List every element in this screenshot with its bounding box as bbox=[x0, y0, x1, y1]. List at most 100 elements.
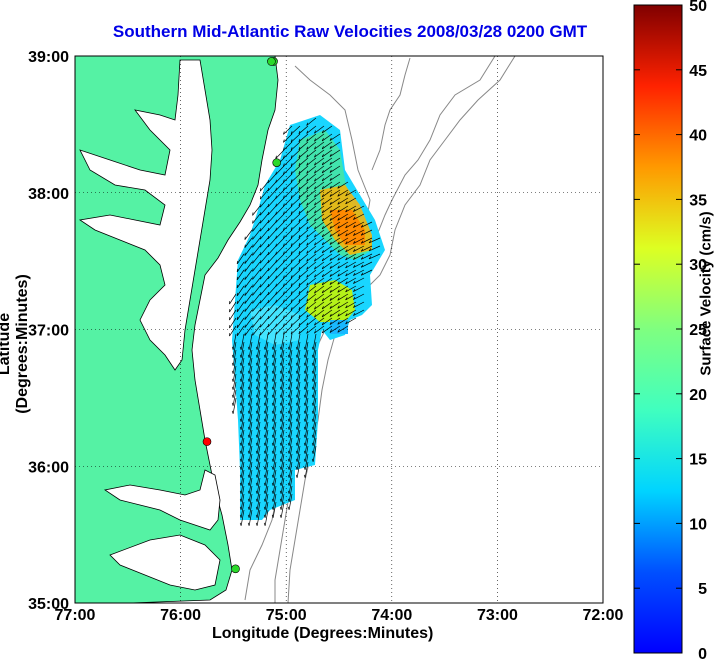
velocity-arrow bbox=[252, 325, 261, 336]
velocity-arrow-head bbox=[263, 466, 266, 470]
velocity-arrow bbox=[272, 477, 277, 494]
velocity-arrow-head bbox=[231, 370, 234, 374]
velocity-arrow bbox=[353, 205, 365, 212]
velocity-arrow bbox=[306, 189, 317, 198]
velocity-arrow-head bbox=[283, 291, 285, 295]
chesapeake-bay bbox=[78, 59, 221, 591]
velocity-arrow bbox=[321, 181, 333, 190]
velocity-arrow-head bbox=[252, 292, 254, 296]
velocity-arrow bbox=[236, 277, 245, 289]
velocity-arrow bbox=[252, 221, 261, 232]
velocity-arrow-head bbox=[295, 450, 298, 454]
velocity-arrow bbox=[272, 365, 277, 382]
velocity-arrow bbox=[229, 293, 237, 305]
velocity-arrow bbox=[240, 421, 245, 438]
velocity-arrow bbox=[244, 309, 253, 320]
velocity-arrow bbox=[306, 309, 317, 318]
velocity-arrow-head bbox=[311, 370, 314, 374]
velocity-arrow-head bbox=[259, 188, 262, 192]
velocity-arrow-head bbox=[337, 201, 340, 205]
velocity-arrow bbox=[288, 389, 293, 406]
velocity-arrow bbox=[306, 157, 317, 166]
velocity-arrow bbox=[267, 205, 277, 216]
velocity-arrow bbox=[280, 349, 285, 366]
velocity-arrow bbox=[329, 253, 341, 261]
colorbar-tick-label: 25 bbox=[689, 322, 707, 339]
velocity-arrow bbox=[248, 397, 253, 414]
velocity-arrow bbox=[368, 237, 381, 244]
colorbar-ticks: 0 5 10 15 20 25 30 35 40 45 50 bbox=[634, 0, 707, 659]
velocity-arrow-head bbox=[303, 394, 306, 398]
velocity-arrow bbox=[345, 277, 357, 285]
velocity-arrow bbox=[232, 389, 237, 406]
velocity-arrow-head bbox=[290, 131, 293, 135]
velocity-arrow bbox=[264, 437, 269, 454]
velocity-arrow bbox=[321, 149, 333, 158]
velocity-arrow bbox=[232, 397, 237, 414]
velocity-arrow-head bbox=[298, 322, 301, 326]
velocity-arrow bbox=[252, 229, 261, 240]
velocity-arrow-head bbox=[329, 233, 332, 237]
velocity-arrow-head bbox=[239, 482, 242, 486]
velocity-arrow-head bbox=[279, 418, 282, 422]
velocity-arrow bbox=[321, 237, 333, 246]
velocity-arrow bbox=[368, 253, 381, 260]
velocity-arrow-head bbox=[314, 250, 316, 254]
velocity-arrow bbox=[361, 245, 373, 252]
velocity-arrow bbox=[314, 261, 325, 270]
velocity-arrow bbox=[361, 269, 373, 276]
velocity-arrow bbox=[288, 453, 293, 470]
velocity-arrow-head bbox=[279, 442, 282, 446]
velocity-arrow-head bbox=[360, 256, 364, 260]
velocity-arrow-head bbox=[247, 362, 250, 366]
velocity-arrow bbox=[306, 165, 317, 174]
velocity-arrow-head bbox=[298, 130, 301, 134]
velocity-arrow bbox=[280, 445, 285, 462]
velocity-arrow bbox=[248, 405, 253, 422]
velocity-arrow-head bbox=[263, 458, 266, 462]
velocity-arrow-head bbox=[290, 147, 293, 151]
velocity-arrow-head bbox=[255, 354, 258, 358]
velocity-arrow-head bbox=[329, 297, 332, 301]
velocity-arrow-head bbox=[247, 458, 250, 462]
velocity-arrow bbox=[329, 221, 341, 229]
velocity-arrow bbox=[275, 301, 285, 311]
velocity-arrow bbox=[321, 269, 333, 278]
velocity-arrow bbox=[264, 381, 269, 398]
colorbar bbox=[633, 4, 683, 654]
velocity-arrow-head bbox=[321, 242, 324, 246]
velocity-arrows bbox=[229, 117, 381, 526]
velocity-arrow bbox=[290, 285, 301, 295]
velocity-arrow bbox=[312, 341, 317, 358]
velocity-arrow-head bbox=[255, 522, 258, 526]
velocity-arrow bbox=[272, 413, 277, 430]
velocity-arrow bbox=[304, 357, 309, 374]
velocity-arrow-head bbox=[259, 300, 262, 304]
colorbar-tick-label: 10 bbox=[689, 516, 707, 533]
velocity-arrow bbox=[298, 261, 309, 271]
velocity-arrow bbox=[232, 341, 237, 358]
velocity-arrow-head bbox=[303, 418, 306, 422]
velocity-arrow bbox=[267, 309, 277, 320]
velocity-arrow-head bbox=[311, 410, 314, 414]
velocity-arrow bbox=[312, 437, 317, 454]
velocity-arrow-head bbox=[239, 466, 242, 470]
velocity-arrow-head bbox=[290, 331, 293, 335]
velocity-arrow bbox=[283, 133, 293, 143]
velocity-arrow-head bbox=[306, 122, 309, 126]
velocity-arrow bbox=[306, 141, 317, 150]
velocity-arrow-head bbox=[298, 226, 301, 230]
velocity-arrow bbox=[259, 181, 269, 192]
velocity-arrow bbox=[314, 213, 325, 222]
velocity-arrow bbox=[259, 245, 269, 256]
velocity-arrow bbox=[280, 333, 285, 350]
velocity-arrow-head bbox=[290, 243, 293, 247]
velocity-arrow bbox=[244, 285, 253, 296]
velocity-arrow bbox=[304, 349, 309, 366]
velocity-arrow bbox=[283, 301, 293, 311]
velocity-arrow bbox=[259, 285, 269, 296]
velocity-arrow bbox=[337, 237, 349, 245]
velocity-arrow bbox=[288, 365, 293, 382]
velocity-arrow-head bbox=[314, 146, 316, 150]
velocity-arrow bbox=[298, 277, 309, 287]
